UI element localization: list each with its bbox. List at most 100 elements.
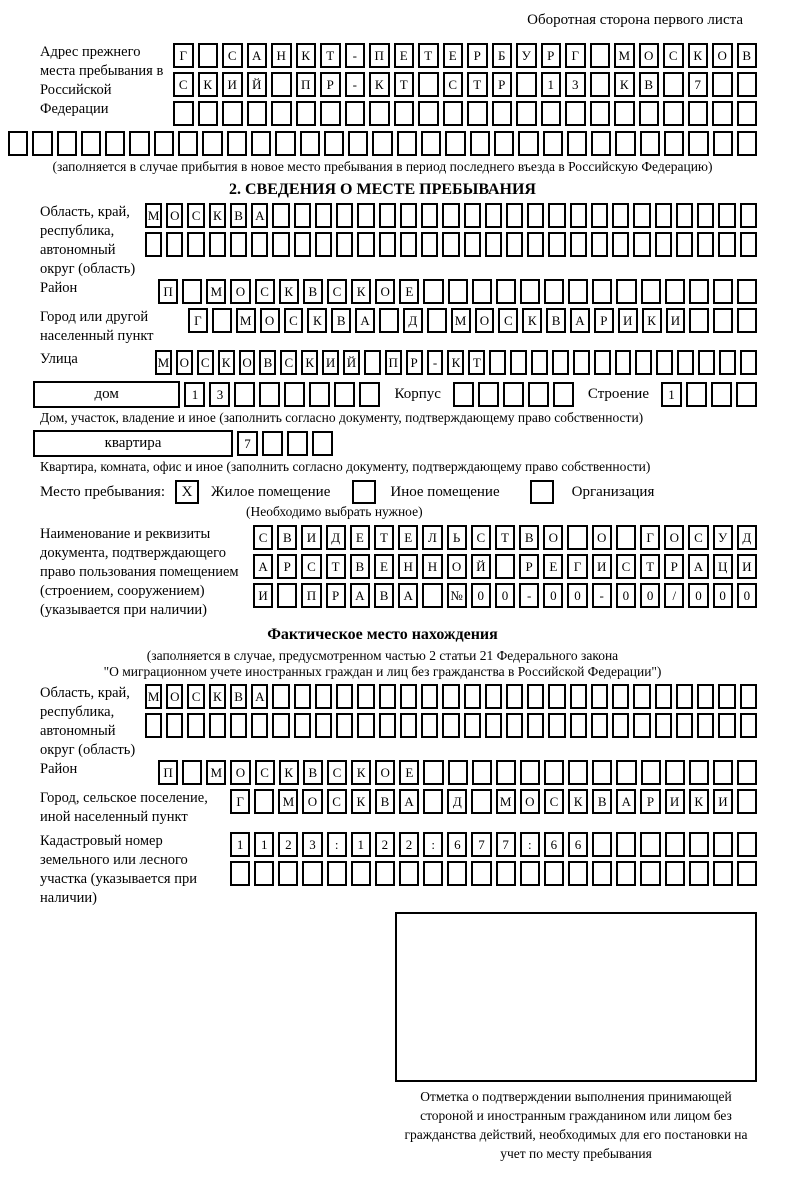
char-box[interactable]: Т bbox=[325, 554, 346, 579]
char-box[interactable]: С bbox=[442, 72, 463, 97]
char-box[interactable] bbox=[254, 861, 275, 886]
char-box[interactable]: Г bbox=[567, 554, 588, 579]
char-box[interactable]: 1 bbox=[230, 832, 251, 857]
char-box[interactable] bbox=[259, 382, 281, 407]
char-box[interactable]: П bbox=[158, 760, 179, 785]
char-box[interactable]: У bbox=[516, 43, 537, 68]
char-box[interactable]: У bbox=[712, 525, 733, 550]
char-box[interactable]: 7 bbox=[495, 832, 516, 857]
char-box[interactable]: О bbox=[166, 684, 184, 709]
char-box[interactable]: Й bbox=[343, 350, 360, 375]
char-box[interactable] bbox=[421, 203, 439, 228]
char-box[interactable]: И bbox=[253, 583, 274, 608]
char-box[interactable] bbox=[271, 101, 292, 126]
char-box[interactable]: 3 bbox=[209, 382, 231, 407]
char-box[interactable]: А bbox=[688, 554, 709, 579]
char-box[interactable] bbox=[229, 713, 248, 738]
char-box[interactable]: М bbox=[495, 789, 516, 814]
char-box[interactable]: Б bbox=[491, 43, 512, 68]
char-box[interactable]: Е bbox=[399, 760, 420, 785]
char-box[interactable]: М bbox=[145, 203, 163, 228]
char-box[interactable] bbox=[250, 131, 272, 156]
char-box[interactable] bbox=[293, 232, 311, 257]
char-box[interactable] bbox=[687, 101, 708, 126]
char-box[interactable] bbox=[527, 232, 545, 257]
char-box[interactable] bbox=[739, 203, 757, 228]
char-box[interactable] bbox=[593, 350, 611, 375]
char-box[interactable] bbox=[656, 350, 674, 375]
char-box[interactable]: Р bbox=[277, 554, 298, 579]
char-box[interactable]: Р bbox=[491, 72, 512, 97]
char-box[interactable]: С bbox=[196, 350, 214, 375]
char-box[interactable]: Р bbox=[320, 72, 341, 97]
char-box[interactable]: О bbox=[302, 789, 323, 814]
char-box[interactable] bbox=[348, 131, 369, 156]
char-box[interactable]: Р bbox=[640, 789, 661, 814]
char-box[interactable]: С bbox=[283, 308, 304, 333]
char-box[interactable] bbox=[378, 684, 396, 709]
char-box[interactable] bbox=[675, 713, 694, 738]
char-box[interactable] bbox=[421, 232, 439, 257]
char-box[interactable] bbox=[423, 861, 444, 886]
char-box[interactable]: 1 bbox=[661, 382, 682, 407]
char-box[interactable]: О bbox=[375, 279, 396, 304]
char-box[interactable] bbox=[314, 713, 333, 738]
char-box[interactable] bbox=[540, 101, 561, 126]
char-box[interactable]: О bbox=[519, 789, 540, 814]
char-box[interactable] bbox=[378, 232, 396, 257]
char-box[interactable] bbox=[336, 203, 354, 228]
char-box[interactable]: С bbox=[254, 279, 275, 304]
char-box[interactable]: Е bbox=[398, 525, 419, 550]
char-box[interactable]: Д bbox=[736, 525, 757, 550]
char-box[interactable] bbox=[697, 232, 715, 257]
char-box[interactable]: П bbox=[158, 279, 179, 304]
char-box[interactable]: К bbox=[522, 308, 543, 333]
char-box[interactable]: Г bbox=[565, 43, 586, 68]
char-box[interactable] bbox=[519, 861, 540, 886]
char-box[interactable]: 0 bbox=[470, 583, 491, 608]
char-box[interactable]: В bbox=[302, 279, 323, 304]
char-box[interactable] bbox=[178, 131, 199, 156]
char-box[interactable] bbox=[572, 350, 590, 375]
char-box[interactable] bbox=[421, 713, 439, 738]
char-box[interactable] bbox=[569, 684, 587, 709]
char-box[interactable] bbox=[614, 350, 632, 375]
char-box[interactable]: М bbox=[614, 43, 635, 68]
char-box[interactable] bbox=[544, 279, 565, 304]
char-box[interactable] bbox=[418, 72, 439, 97]
char-box[interactable]: В bbox=[592, 789, 613, 814]
char-box[interactable]: 2 bbox=[278, 832, 299, 857]
char-box[interactable] bbox=[589, 72, 610, 97]
char-box[interactable] bbox=[548, 203, 566, 228]
char-box[interactable] bbox=[426, 308, 447, 333]
char-box[interactable] bbox=[277, 583, 298, 608]
char-box[interactable] bbox=[56, 131, 77, 156]
char-box[interactable]: А bbox=[246, 43, 267, 68]
char-box[interactable] bbox=[543, 861, 564, 886]
char-box[interactable] bbox=[182, 279, 203, 304]
char-box[interactable]: Й bbox=[246, 72, 267, 97]
char-box[interactable] bbox=[736, 101, 757, 126]
char-box[interactable] bbox=[633, 713, 651, 738]
char-box[interactable]: О bbox=[259, 308, 280, 333]
char-box[interactable] bbox=[711, 382, 732, 407]
char-box[interactable]: К bbox=[278, 279, 299, 304]
char-box[interactable]: Т bbox=[467, 72, 488, 97]
char-box[interactable] bbox=[633, 203, 651, 228]
char-box[interactable] bbox=[336, 232, 354, 257]
char-box[interactable] bbox=[698, 350, 716, 375]
char-box[interactable] bbox=[718, 232, 736, 257]
stay-checkbox-organization[interactable] bbox=[529, 480, 554, 504]
char-box[interactable]: А bbox=[398, 789, 420, 814]
char-box[interactable] bbox=[635, 350, 653, 375]
char-box[interactable] bbox=[374, 861, 395, 886]
char-box[interactable] bbox=[357, 232, 375, 257]
char-box[interactable] bbox=[719, 350, 736, 375]
char-box[interactable] bbox=[592, 832, 613, 857]
char-box[interactable] bbox=[323, 131, 345, 156]
char-box[interactable] bbox=[505, 232, 524, 257]
char-box[interactable] bbox=[418, 101, 439, 126]
char-box[interactable]: К bbox=[351, 279, 372, 304]
char-box[interactable] bbox=[452, 382, 474, 407]
char-box[interactable]: В bbox=[302, 760, 323, 785]
